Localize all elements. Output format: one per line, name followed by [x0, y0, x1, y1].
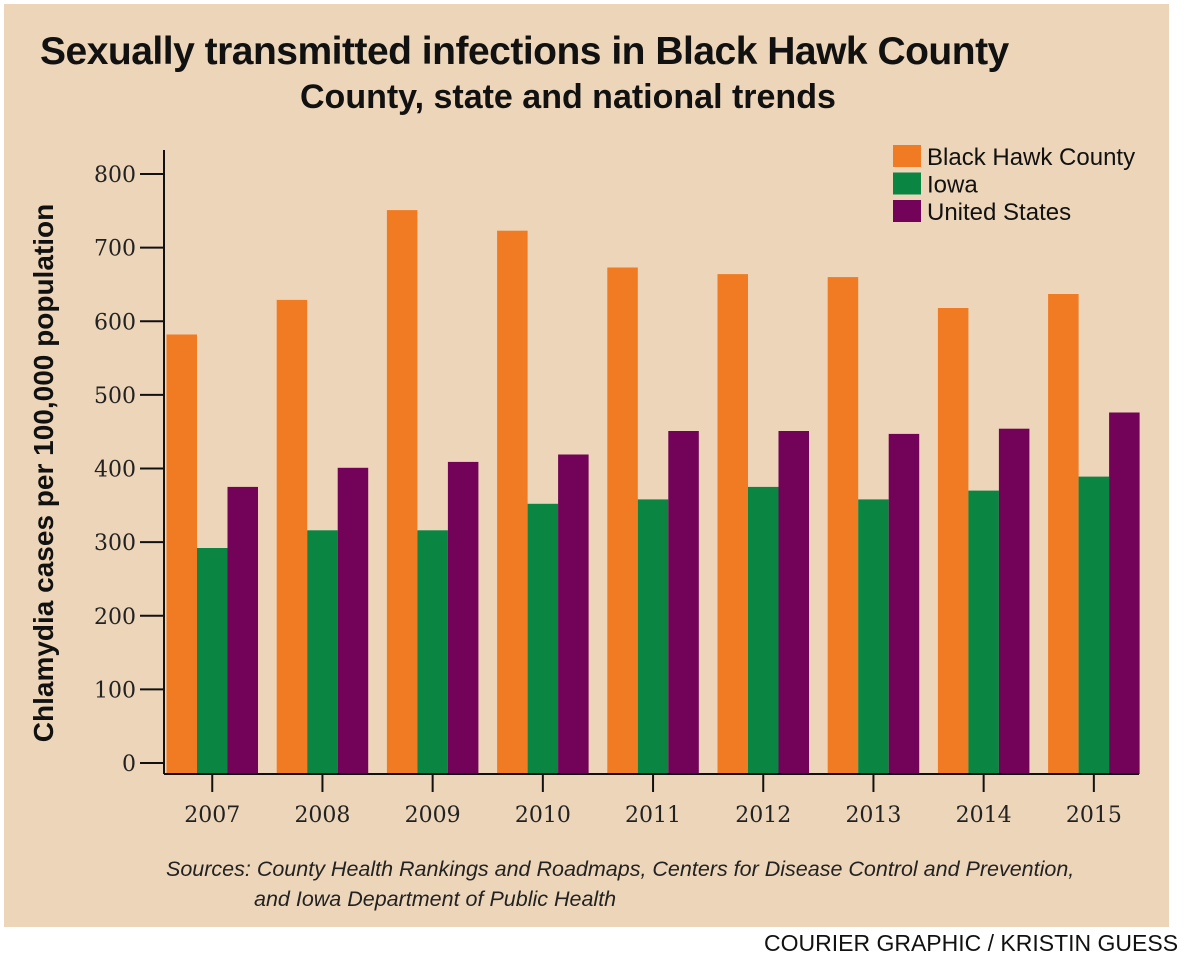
bar-united-states-2009 — [447, 461, 479, 774]
legend-swatch-black-hawk-county — [893, 145, 921, 167]
bar-united-states-2011 — [668, 431, 699, 774]
x-tick-label-2009: 2009 — [405, 803, 461, 828]
y-tick-label-600: 600 — [94, 310, 136, 335]
legend-label-united-states: United States — [927, 199, 1071, 226]
y-tick-label-800: 800 — [94, 163, 136, 188]
y-tick-label-0: 0 — [122, 752, 136, 777]
y-axis-label: Chlamydia cases per 100,000 population — [28, 204, 59, 742]
x-tick-label-2014: 2014 — [956, 803, 1012, 828]
bar-iowa-2010 — [527, 503, 559, 774]
bar-united-states-2013 — [888, 433, 920, 774]
bar-black-hawk-county-2008 — [276, 299, 308, 774]
bar-united-states-2014 — [998, 428, 1030, 774]
bar-iowa-2011 — [637, 499, 669, 774]
y-tick-label-200: 200 — [94, 605, 136, 630]
bar-united-states-2012 — [778, 431, 809, 774]
sources-line-1: Sources: County Health Rankings and Road… — [166, 857, 1074, 881]
bar-iowa-2015 — [1078, 476, 1110, 774]
y-tick-label-700: 700 — [94, 237, 136, 262]
axes-group: 0 100 200 300 400 500 600 700 800 2007 2008 2009 201… — [94, 150, 1139, 828]
bar-united-states-2008 — [337, 467, 369, 774]
x-tick-label-2012: 2012 — [735, 803, 791, 828]
y-tick-label-500: 500 — [94, 384, 136, 409]
x-tick-label-2011: 2011 — [625, 803, 681, 828]
legend-label-iowa: Iowa — [927, 172, 978, 199]
bar-black-hawk-county-2012 — [717, 274, 748, 774]
x-tick-label-2013: 2013 — [845, 803, 901, 828]
graphic-credit: COURIER GRAPHIC / KRISTIN GUESS — [764, 930, 1179, 956]
bar-iowa-2007 — [197, 548, 228, 774]
x-tick-label-2007: 2007 — [184, 803, 240, 828]
bar-united-states-2007 — [227, 486, 258, 774]
bar-black-hawk-county-2011 — [607, 267, 638, 774]
legend-swatch-iowa — [893, 172, 921, 195]
bar-black-hawk-county-2013 — [827, 277, 859, 774]
bar-black-hawk-county-2007 — [166, 334, 197, 774]
bar-iowa-2008 — [307, 530, 338, 774]
bar-black-hawk-county-2010 — [497, 230, 528, 774]
legend-label-black-hawk-county: Black Hawk County — [927, 144, 1135, 171]
chart-subtitle: County, state and national trends — [300, 78, 836, 116]
bar-iowa-2013 — [858, 499, 889, 774]
x-tick-label-2008: 2008 — [294, 803, 350, 828]
sources-line-2: and Iowa Department of Public Health — [254, 887, 616, 911]
bar-iowa-2014 — [968, 490, 999, 774]
x-tick-label-2010: 2010 — [515, 803, 571, 828]
bar-iowa-2012 — [748, 486, 779, 774]
chart-title: Sexually transmitted infections in Black… — [40, 30, 1009, 73]
y-tick-label-300: 300 — [94, 531, 136, 556]
bar-united-states-2015 — [1109, 412, 1140, 774]
bars-group — [166, 210, 1140, 775]
y-tick-label-400: 400 — [94, 458, 136, 483]
bar-black-hawk-county-2009 — [386, 210, 418, 775]
bar-black-hawk-county-2015 — [1048, 294, 1079, 774]
y-tick-label-100: 100 — [94, 678, 136, 703]
x-tick-label-2015: 2015 — [1066, 803, 1122, 828]
bar-united-states-2010 — [558, 454, 589, 774]
legend-swatch-united-states — [893, 200, 921, 222]
bar-black-hawk-county-2014 — [937, 308, 969, 774]
bar-iowa-2009 — [417, 530, 448, 774]
